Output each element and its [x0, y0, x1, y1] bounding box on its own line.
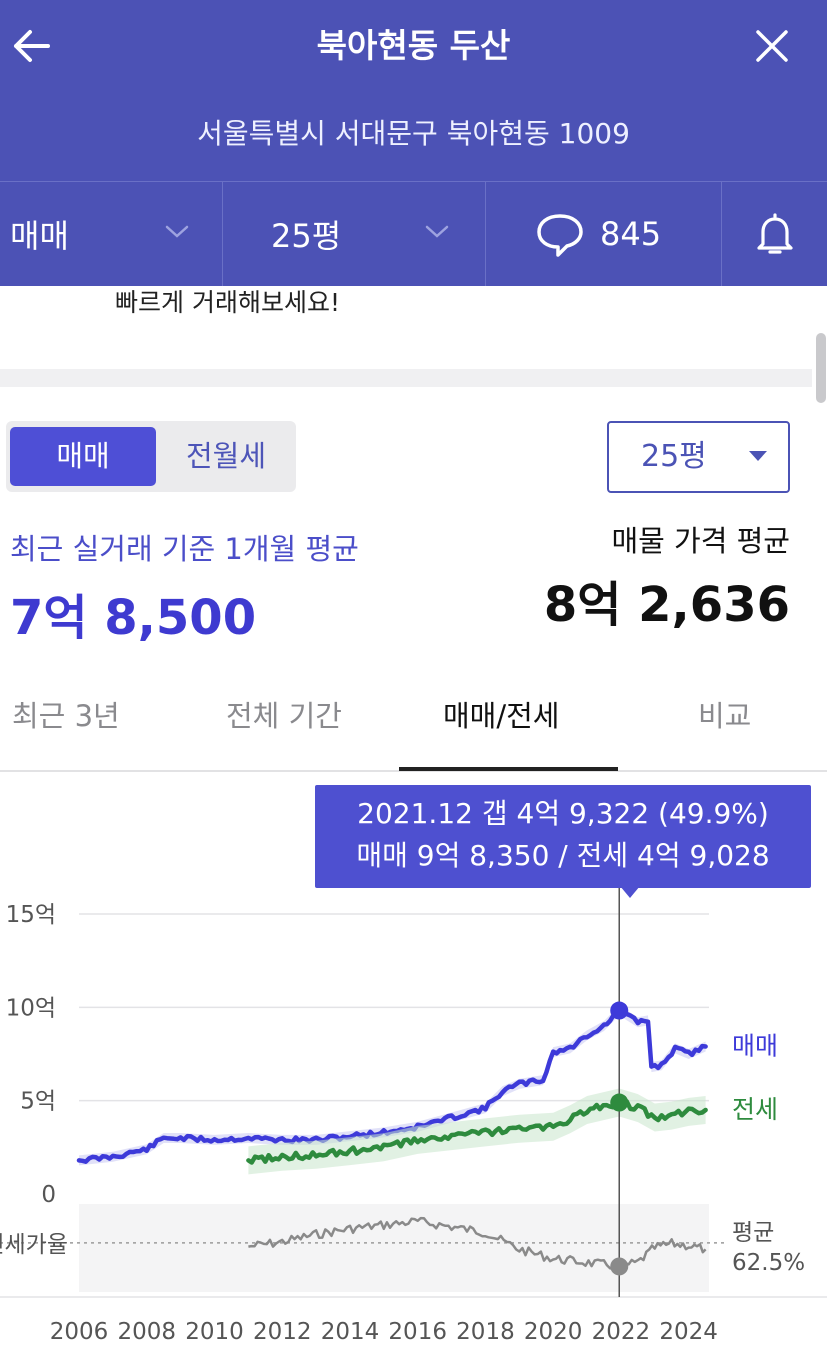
chevron-down-icon — [425, 225, 449, 238]
sale-marker — [610, 1001, 629, 1020]
ratio-line — [248, 1216, 707, 1271]
x-tick-label: 2006 — [50, 1319, 109, 1345]
chart-tooltip: 2021.12 갭 4억 9,322 (49.9%) 매매 9억 8,350 /… — [315, 785, 811, 888]
toggle-sale[interactable]: 매매 — [10, 427, 156, 486]
trade-type-label: 매매 — [10, 217, 69, 255]
alarm-button[interactable] — [722, 182, 827, 286]
recent-price-value: 7억 8,500 — [10, 590, 257, 646]
speech-bubble-icon — [537, 214, 583, 257]
ratio-axis-label: 전세가율 — [0, 1232, 68, 1258]
tooltip-prices: 매매 9억 8,350 / 전세 4억 9,028 — [356, 839, 770, 872]
series-label: 전세 — [732, 1095, 778, 1124]
chevron-down-icon — [165, 225, 189, 238]
y-tick-label: 0 — [41, 1182, 56, 1208]
ratio-band — [79, 1204, 709, 1292]
chart-tabs: 최근 3년 전체 기간 매매/전세 비교 — [0, 672, 827, 772]
trade-toggle: 매매 전월세 — [6, 421, 296, 492]
size-label: 25평 — [271, 217, 342, 255]
address-text: 서울특별시 서대문구 북아현동 1009 — [197, 117, 630, 150]
x-tick-label: 2024 — [659, 1319, 718, 1345]
caret-down-icon — [749, 451, 767, 461]
scrollbar[interactable] — [816, 333, 826, 403]
tooltip-pointer — [620, 886, 640, 898]
selector-bar: 매매 25평 845 — [0, 181, 827, 286]
x-tick-label: 2018 — [456, 1319, 515, 1345]
tab-active-indicator — [399, 767, 618, 771]
ratio-average-value: 62.5% — [732, 1250, 805, 1276]
ratio-average-label: 평균 — [732, 1220, 774, 1246]
y-tick-label: 5억 — [20, 1089, 56, 1115]
tooltip-gap: 2021.12 갭 4억 9,322 (49.9%) — [357, 797, 769, 830]
x-tick-label: 2014 — [321, 1319, 380, 1345]
banner-text: 빠르게 거래해보세요! — [115, 288, 340, 317]
x-tick-label: 2008 — [117, 1319, 176, 1345]
series-label: 매매 — [732, 1032, 778, 1061]
size-dropdown[interactable]: 25평 — [607, 421, 790, 493]
close-button[interactable] — [748, 22, 796, 70]
listing-price-caption: 매물 가격 평균 — [611, 524, 790, 558]
series-line — [76, 1009, 708, 1164]
page-title: 북아현동 두산 — [316, 26, 511, 65]
listing-price-value: 8억 2,636 — [543, 577, 790, 633]
x-tick-label: 2020 — [524, 1319, 583, 1345]
y-tick-label: 15억 — [6, 902, 56, 928]
y-tick-label: 10억 — [6, 995, 56, 1021]
arrow-left-icon — [14, 30, 50, 62]
comments-button[interactable]: 845 — [486, 182, 722, 286]
price-chart[interactable]: 0 5억 10억 15억 2006 2008 2010 2012 2014 2016 2018 202… — [0, 888, 827, 1355]
trade-type-selector[interactable]: 매매 — [0, 182, 223, 286]
tab-compare[interactable]: 비교 — [698, 699, 752, 733]
back-button[interactable] — [8, 22, 56, 70]
toggle-rent[interactable]: 전월세 — [185, 439, 267, 473]
jeonse-marker — [610, 1093, 629, 1112]
x-tick-label: 2022 — [592, 1319, 651, 1345]
size-selector[interactable]: 25평 — [223, 182, 486, 286]
tab-sale-jeonse[interactable]: 매매/전세 — [443, 699, 560, 733]
ratio-marker — [610, 1257, 629, 1276]
comment-count: 845 — [600, 215, 662, 253]
x-tick-label: 2010 — [185, 1319, 244, 1345]
section-divider — [0, 369, 812, 387]
close-icon — [756, 30, 788, 62]
x-tick-label: 2016 — [388, 1319, 447, 1345]
recent-price-caption: 최근 실거래 기준 1개월 평균 — [10, 532, 359, 566]
bell-icon — [756, 213, 793, 254]
app-header: 북아현동 두산 서울특별시 서대문구 북아현동 1009 매매 25평 845 — [0, 0, 827, 286]
series-line — [246, 1099, 708, 1165]
tab-all-period[interactable]: 전체 기간 — [226, 699, 342, 733]
x-tick-label: 2012 — [253, 1319, 312, 1345]
tab-recent-3y[interactable]: 최근 3년 — [12, 699, 120, 733]
size-dropdown-label: 25평 — [641, 439, 707, 474]
